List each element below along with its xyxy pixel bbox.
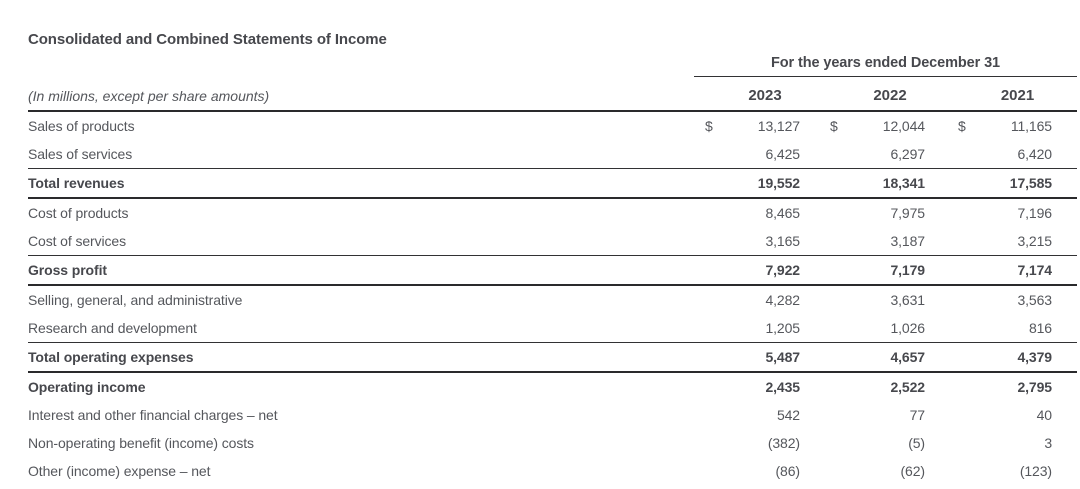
row-label: Non-operating benefit (income) costs <box>28 435 254 451</box>
row-value: 7,196 <box>1017 205 1052 221</box>
table-row: Sales of products $ 13,127 $ 12,044 $ 11… <box>28 112 1077 140</box>
row-value: (86) <box>775 463 801 479</box>
row-value: 3,187 <box>890 233 925 249</box>
currency-symbol: $ <box>830 118 838 134</box>
row-label: Sales of services <box>28 146 133 162</box>
row-value: 4,379 <box>1017 349 1052 365</box>
row-label: Gross profit <box>28 262 107 278</box>
row-value: 6,420 <box>1017 146 1052 162</box>
row-label: Cost of services <box>28 233 126 249</box>
row-value: 542 <box>776 407 800 423</box>
period-header: For the years ended December 31 <box>694 55 1077 77</box>
row-value: 12,044 <box>882 118 925 134</box>
row-value: 5,487 <box>765 349 800 365</box>
row-label: Other (income) expense – net <box>28 463 211 479</box>
row-value: 6,425 <box>765 146 800 162</box>
row-value: 8,465 <box>765 205 800 221</box>
row-value: 7,174 <box>1017 262 1052 278</box>
table-row: Gross profit 7,922 7,179 7,174 <box>28 255 1077 286</box>
table-row: Total revenues 19,552 18,341 17,585 <box>28 168 1077 199</box>
row-value: 3,165 <box>765 233 800 249</box>
table-rows: Sales of products $ 13,127 $ 12,044 $ 11… <box>28 112 1077 485</box>
row-value: 18,341 <box>882 175 925 191</box>
table-row: Total operating expenses 5,487 4,657 4,3… <box>28 342 1077 373</box>
currency-symbol: $ <box>958 118 966 134</box>
table-row: Cost of services 3,165 3,187 3,215 <box>28 227 1077 255</box>
row-label: Selling, general, and administrative <box>28 292 243 308</box>
row-value: 40 <box>1036 407 1052 423</box>
row-label: Sales of products <box>28 118 135 134</box>
table-row: Research and development 1,205 1,026 816 <box>28 314 1077 342</box>
table-row: Sales of services 6,425 6,297 6,420 <box>28 140 1077 168</box>
row-value: 19,552 <box>757 175 800 191</box>
row-value: 11,165 <box>1010 118 1052 134</box>
row-value: (382) <box>767 435 800 451</box>
column-header-row: (In millions, except per share amounts) … <box>28 78 1077 112</box>
units-note: (In millions, except per share amounts) <box>28 88 270 104</box>
income-statement-table: For the years ended December 31 (In mill… <box>28 55 1077 485</box>
column-header-year-2023: 2023 <box>748 87 782 104</box>
row-label: Total revenues <box>28 175 125 191</box>
table-row: Operating income 2,435 2,522 2,795 <box>28 373 1077 401</box>
row-label: Total operating expenses <box>28 349 194 365</box>
row-label: Research and development <box>28 320 197 336</box>
row-label: Operating income <box>28 379 146 395</box>
row-value: 77 <box>909 407 925 423</box>
row-value: 1,026 <box>890 320 925 336</box>
row-value: 7,975 <box>890 205 925 221</box>
row-value: 3,215 <box>1017 233 1052 249</box>
page-title: Consolidated and Combined Statements of … <box>28 31 387 48</box>
table-row: Cost of products 8,465 7,975 7,196 <box>28 199 1077 227</box>
row-value: 2,522 <box>890 379 925 395</box>
table-row: Non-operating benefit (income) costs (38… <box>28 429 1077 457</box>
row-value: 2,435 <box>765 379 800 395</box>
row-value: 2,795 <box>1017 379 1052 395</box>
table-row: Interest and other financial charges – n… <box>28 401 1077 429</box>
row-value: 13,127 <box>757 118 800 134</box>
currency-symbol: $ <box>705 118 713 134</box>
period-header-row: For the years ended December 31 <box>28 55 1077 78</box>
row-label: Cost of products <box>28 205 129 221</box>
row-value: 7,179 <box>890 262 925 278</box>
row-value: 3,563 <box>1017 292 1052 308</box>
row-value: 816 <box>1028 320 1052 336</box>
column-header-year-2021: 2021 <box>1000 87 1035 104</box>
row-value: (62) <box>900 463 926 479</box>
column-header-year-2022: 2022 <box>873 87 907 104</box>
row-label: Interest and other financial charges – n… <box>28 407 278 423</box>
row-value: 3,631 <box>890 292 925 308</box>
row-value: 3 <box>1044 435 1052 451</box>
row-value: 17,585 <box>1009 175 1052 191</box>
row-value: 1,205 <box>765 320 800 336</box>
row-value: 4,282 <box>765 292 800 308</box>
table-row: Other (income) expense – net (86) (62) (… <box>28 457 1077 485</box>
row-value: 6,297 <box>890 146 925 162</box>
row-value: 7,922 <box>765 262 800 278</box>
row-value: 4,657 <box>890 349 925 365</box>
row-value: (5) <box>908 435 925 451</box>
row-value: (123) <box>1019 463 1052 479</box>
table-row: Selling, general, and administrative 4,2… <box>28 286 1077 314</box>
